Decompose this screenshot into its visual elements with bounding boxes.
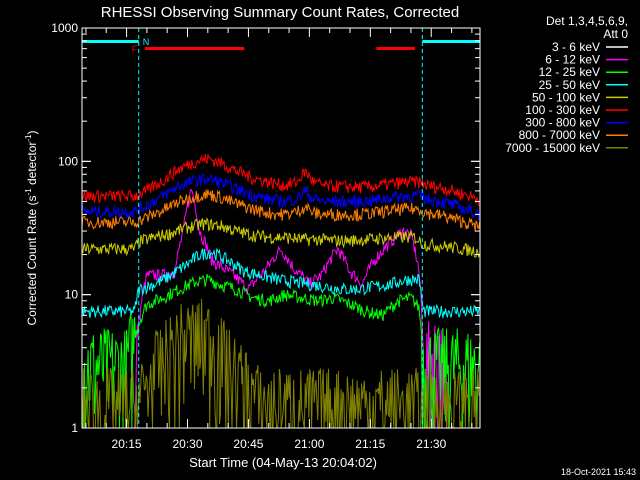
plot-frame xyxy=(81,27,481,429)
legend-label: 12 - 25 keV xyxy=(539,65,600,79)
chart-title: RHESSI Observing Summary Count Rates, Co… xyxy=(101,4,459,21)
timestamp: 18-Oct-2021 15:43 xyxy=(561,467,636,477)
y-tick-label: 100 xyxy=(58,154,78,168)
legend-label: 800 - 7000 keV xyxy=(519,128,600,142)
x-tick-label: 20:45 xyxy=(233,437,263,451)
legend-label: 50 - 100 keV xyxy=(532,90,600,104)
y-tick-label: 10 xyxy=(65,288,79,302)
series-line xyxy=(81,224,480,429)
legend-label: 3 - 6 keV xyxy=(552,40,600,54)
series-line xyxy=(81,248,481,319)
legend-label: 7000 - 15000 keV xyxy=(505,141,600,155)
y-axis-label-part: Corrected Count Rate (s xyxy=(25,195,39,325)
series-line xyxy=(81,188,480,430)
flare-flag-label: F xyxy=(132,44,138,54)
y-tick-label: 1 xyxy=(71,421,78,435)
night-flag-bar xyxy=(422,40,480,43)
y-axis-ticks: 1 10 100 1000 xyxy=(51,21,480,435)
night-flag-label: N xyxy=(143,37,150,47)
y-tick-label: 1000 xyxy=(51,21,78,35)
y-axis-label-sup: -1 xyxy=(24,188,33,196)
legend-label: 100 - 300 keV xyxy=(525,103,600,117)
legend-header-attenuator: Att 0 xyxy=(603,27,628,41)
series-line xyxy=(81,273,481,429)
night-flag-bar xyxy=(81,40,139,43)
x-tick-label: 21:15 xyxy=(355,437,385,451)
series-line xyxy=(81,153,480,207)
y-axis-label-sup: -1 xyxy=(24,134,33,142)
series-layer xyxy=(81,153,481,430)
legend-header-detectors: Det 1,3,4,5,6,9, xyxy=(546,14,628,28)
series-line xyxy=(81,298,480,430)
series-line xyxy=(81,189,481,232)
flare-flag-bar xyxy=(144,47,245,50)
legend-label: 25 - 50 keV xyxy=(539,78,600,92)
series-line xyxy=(81,217,481,258)
x-tick-label: 21:00 xyxy=(294,437,324,451)
legend-label: 300 - 800 keV xyxy=(525,116,600,130)
y-axis-label: Corrected Count Rate (s-1 detector-1) xyxy=(24,130,39,325)
y-axis-label-part: ) xyxy=(25,130,39,134)
y-axis-label-part: detector xyxy=(25,142,39,189)
series-line xyxy=(81,173,481,220)
legend-label: 6 - 12 keV xyxy=(545,53,600,67)
x-tick-label: 20:30 xyxy=(172,437,202,451)
x-tick-label: 20:15 xyxy=(112,437,142,451)
flare-flag-bar xyxy=(376,47,415,50)
x-axis-ticks: 20:15 20:30 20:45 21:00 21:15 21:30 xyxy=(85,28,473,451)
x-tick-label: 21:30 xyxy=(416,437,446,451)
x-axis-label: Start Time (04-May-13 20:04:02) xyxy=(189,455,377,470)
